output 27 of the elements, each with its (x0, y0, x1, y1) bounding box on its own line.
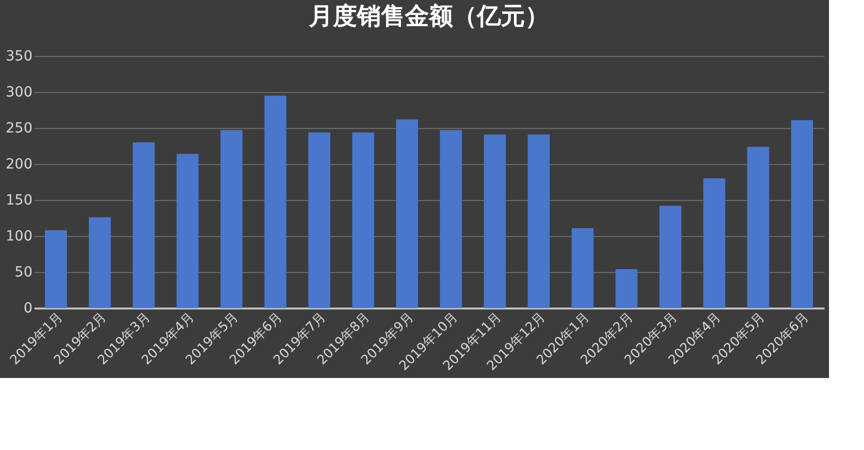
y-tick-label: 0 (24, 300, 32, 316)
bar (484, 134, 506, 308)
y-tick-label: 200 (6, 156, 32, 172)
bar (572, 228, 594, 308)
bar (308, 132, 330, 308)
bar (88, 217, 111, 308)
chart-title: 月度销售金额（亿元） (308, 2, 549, 30)
bar (352, 132, 374, 308)
bar (528, 134, 550, 308)
bar (396, 119, 418, 308)
y-tick-label: 300 (6, 84, 32, 100)
bar (703, 178, 726, 308)
bar (176, 154, 199, 308)
bar (44, 230, 67, 308)
y-tick-label: 350 (6, 48, 32, 64)
bar (791, 120, 814, 308)
y-tick-label: 50 (14, 264, 32, 280)
bar (616, 269, 638, 308)
bar (132, 142, 155, 308)
y-tick-label: 150 (6, 192, 32, 208)
y-tick-label: 250 (6, 120, 32, 136)
bar (220, 130, 242, 308)
bar (440, 130, 462, 308)
bar (264, 96, 286, 308)
bar (659, 206, 682, 308)
bar (747, 146, 770, 308)
y-tick-label: 100 (6, 228, 32, 244)
